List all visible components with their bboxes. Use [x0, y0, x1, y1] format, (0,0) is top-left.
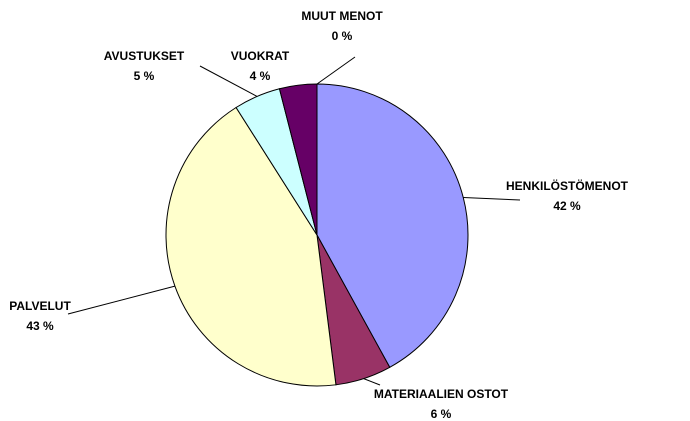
pie-slice: [316, 83, 469, 369]
slice-label: MUUT MENOT: [301, 9, 383, 23]
leader-line: [463, 196, 521, 201]
leader-line: [67, 285, 176, 315]
slice-label: MATERIAALIEN OSTOT: [374, 387, 509, 401]
slice-value: 5 %: [134, 69, 155, 83]
slice-value: 0 %: [332, 29, 353, 43]
slice-label: HENKILÖSTÖMENOT: [506, 178, 629, 193]
slice-value: 43 %: [26, 319, 54, 333]
slice-value: 42 %: [553, 199, 581, 213]
slice-value: 6 %: [431, 407, 452, 421]
slice-label: VUOKRAT: [231, 49, 290, 63]
leader-line: [199, 65, 258, 97]
leader-line: [316, 56, 356, 85]
slice-value: 4 %: [250, 69, 271, 83]
leader-line: [363, 378, 381, 386]
slice-label: AVUSTUKSET: [104, 49, 185, 63]
slice-label: PALVELUT: [9, 299, 71, 313]
